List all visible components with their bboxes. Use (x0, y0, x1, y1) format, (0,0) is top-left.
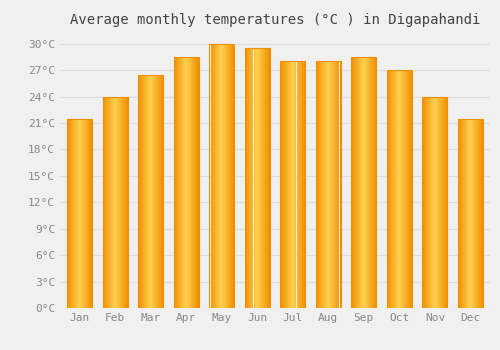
Bar (245, 48, 270, 308)
Bar (102, 97, 128, 308)
Bar (280, 61, 305, 308)
Bar (316, 61, 340, 308)
Title: Average monthly temperatures (°C ) in Digapahandi: Average monthly temperatures (°C ) in Di… (70, 13, 480, 27)
Bar (67, 119, 92, 308)
Bar (352, 57, 376, 308)
Bar (210, 44, 234, 308)
Bar (458, 119, 483, 308)
Bar (138, 75, 163, 308)
Bar (422, 97, 448, 308)
Bar (387, 70, 412, 308)
Bar (174, 57, 199, 308)
